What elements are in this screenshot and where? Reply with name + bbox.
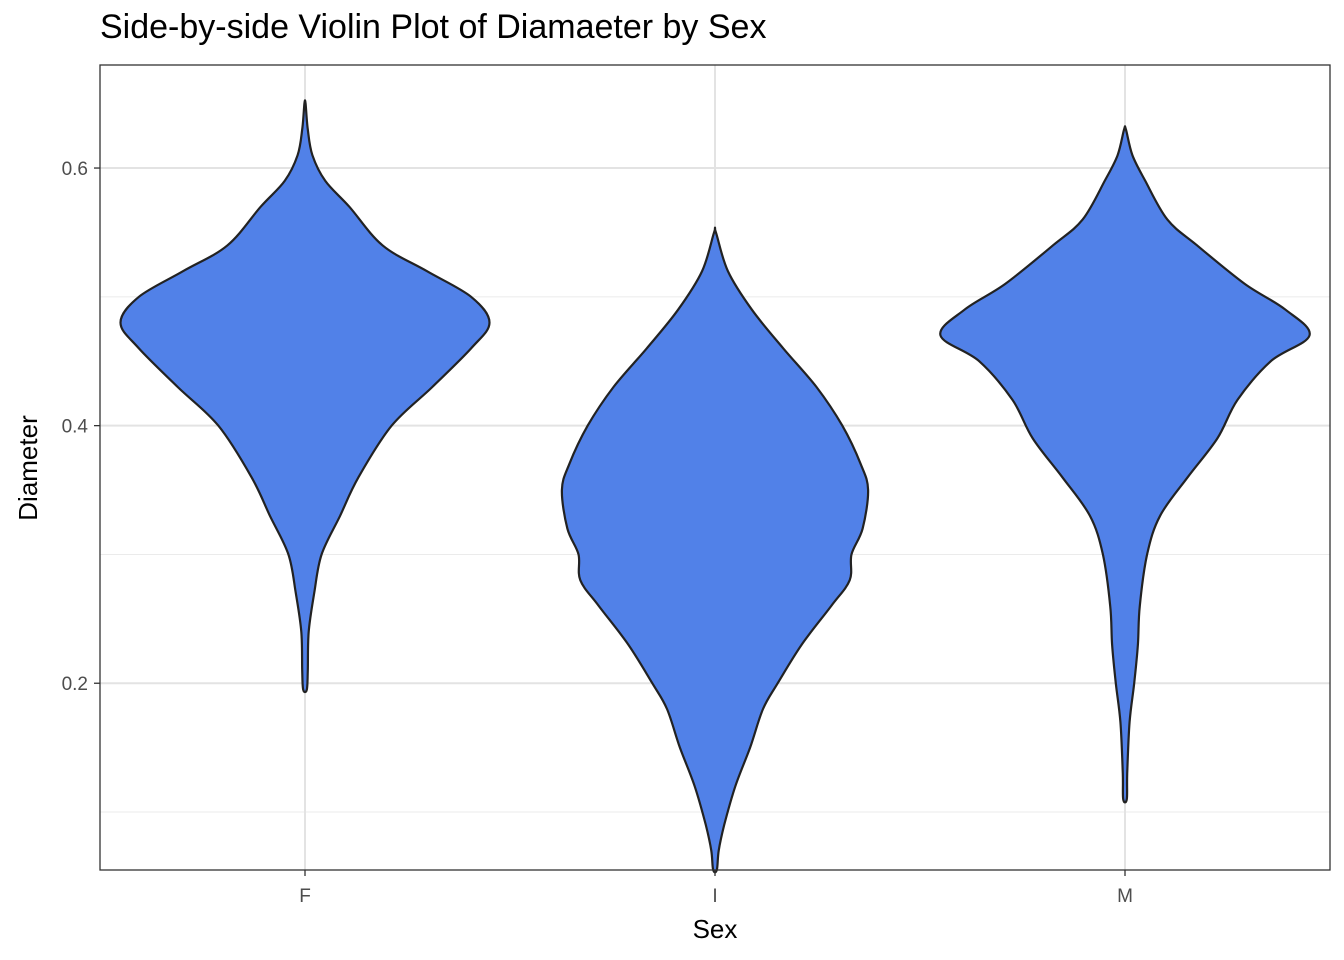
violin-M <box>939 125 1311 804</box>
x-tick-label: I <box>712 886 717 907</box>
violin-I <box>560 226 870 874</box>
y-tick-label: 0.4 <box>62 417 89 438</box>
y-axis-title: Diameter <box>13 415 43 521</box>
violin-F <box>119 99 491 694</box>
y-axis: 0.2 0.4 0.6 <box>62 159 100 695</box>
y-tick-label: 0.2 <box>62 674 88 695</box>
x-tick-label: F <box>299 886 311 907</box>
x-tick-label: M <box>1117 886 1133 907</box>
violins <box>119 99 1311 874</box>
y-tick-label: 0.6 <box>62 159 88 180</box>
x-axis-title: Sex <box>693 914 738 944</box>
chart-title: Side-by-side Violin Plot of Diamaeter by… <box>100 8 767 46</box>
